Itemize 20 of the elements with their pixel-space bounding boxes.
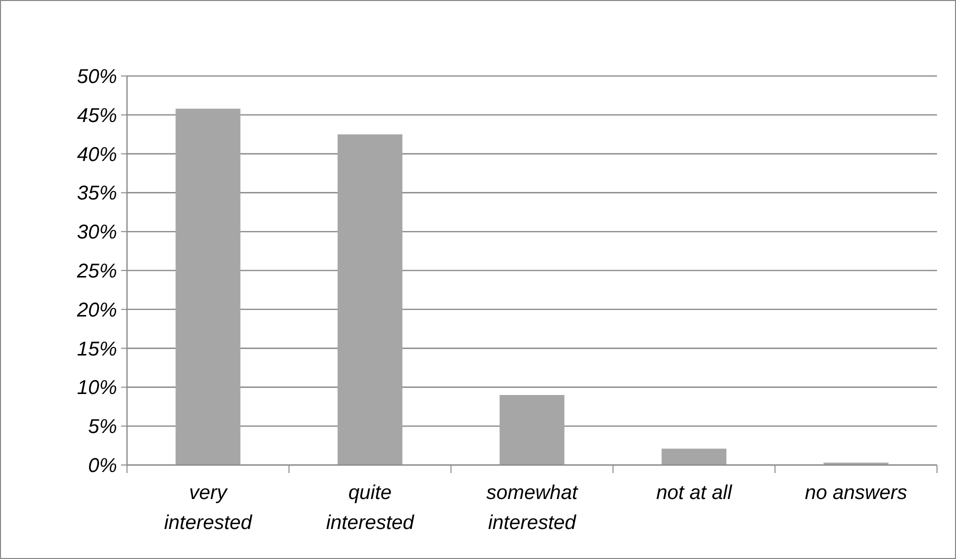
y-tick-label: 40%	[76, 144, 117, 166]
x-tick-label: no answers	[804, 482, 908, 504]
y-tick-label: 15%	[76, 338, 117, 360]
x-tick-label: somewhat interested	[486, 482, 580, 534]
y-tick-label: 5%	[88, 416, 117, 438]
y-tick-label: 25%	[76, 260, 117, 282]
bar	[176, 108, 240, 465]
x-tick-label: very interested	[164, 482, 253, 534]
x-tick-label: quite interested	[326, 482, 415, 534]
y-tick-label: 35%	[76, 182, 117, 205]
bar	[662, 448, 726, 465]
bar	[338, 134, 402, 465]
bar	[500, 394, 564, 465]
y-tick-label: 0%	[88, 455, 117, 477]
y-tick-label: 10%	[76, 377, 117, 400]
x-tick-label: not at all	[656, 482, 732, 504]
y-tick-label: 45%	[76, 104, 117, 127]
y-tick-label: 20%	[76, 299, 117, 322]
y-tick-label: 30%	[76, 222, 117, 244]
y-tick-label: 50%	[76, 66, 117, 88]
